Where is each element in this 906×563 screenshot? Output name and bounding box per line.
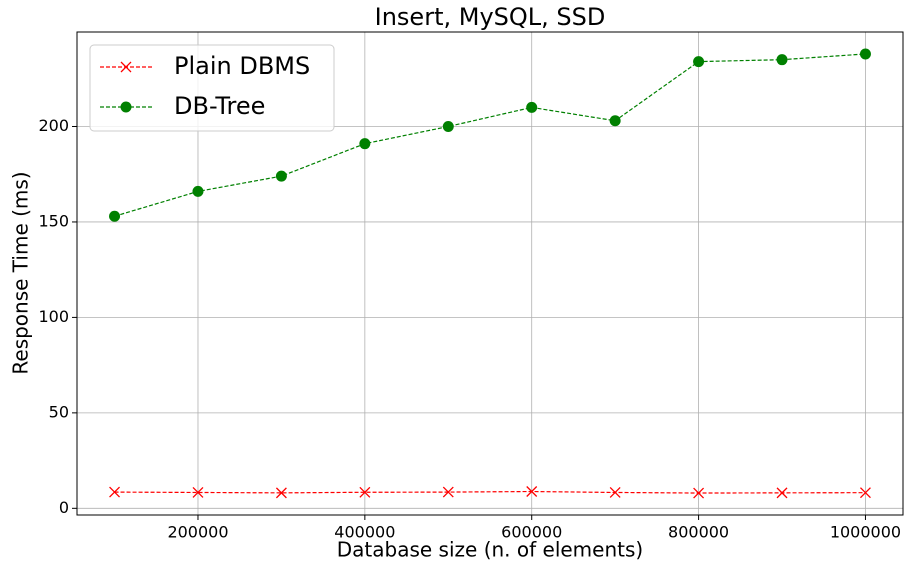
y-tick-label: 50 [49,402,69,421]
legend-marker [120,61,132,73]
marker [192,487,204,498]
marker [776,54,788,66]
marker [359,486,371,498]
marker [109,486,121,498]
y-tick-label: 150 [38,211,69,230]
x-tick-label: 200000 [167,523,228,542]
marker [776,487,788,499]
chart-title: Insert, MySQL, SSD [375,3,606,31]
marker [275,487,287,499]
marker [693,56,705,68]
marker [859,48,871,60]
marker [609,115,621,127]
legend-label: DB-Tree [174,92,265,120]
marker [526,486,538,497]
y-tick-label: 0 [59,498,69,517]
marker [442,121,454,132]
x-axis-label: Database size (n. of elements) [337,538,643,562]
x-tick-label: 1000000 [830,523,901,542]
marker [275,170,287,182]
marker [693,487,705,499]
marker [859,487,871,499]
marker [442,486,454,498]
line [114,53,866,217]
x-tick-label: 600000 [501,523,562,542]
y-axis-label: Response Time (ms) [9,171,33,374]
x-tick-label: 800000 [668,523,729,542]
legend: Plain DBMS DB-Tree [89,44,335,132]
line [114,490,866,494]
plot-frame [76,31,904,516]
marker [609,487,621,498]
marker [359,138,371,150]
legend-marker [120,101,132,113]
marker [109,210,121,222]
x-tick-label: 400000 [334,523,395,542]
y-tick-label: 200 [38,116,69,135]
marker [192,185,204,197]
y-tick-label: 100 [38,307,69,326]
legend-label: Plain DBMS [174,52,310,80]
marker [526,101,538,113]
